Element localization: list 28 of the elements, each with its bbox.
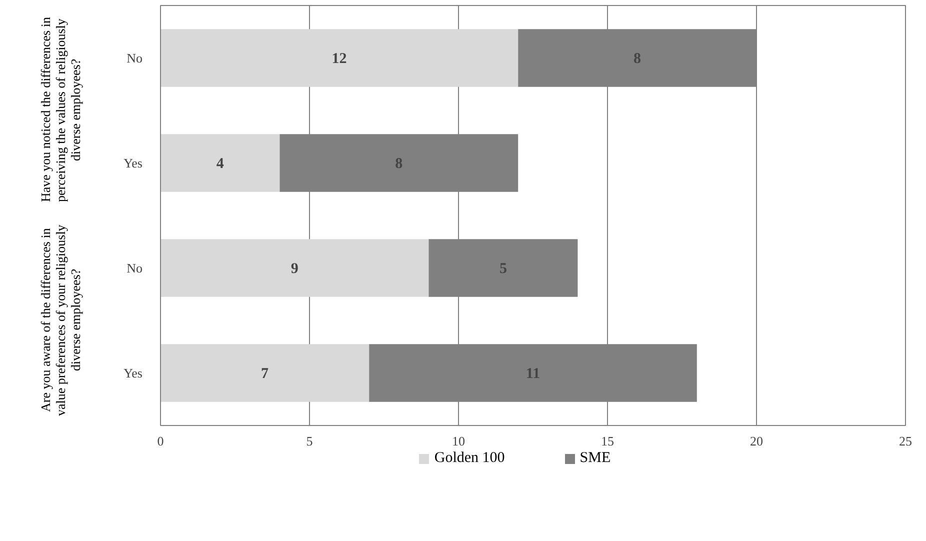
bar [160, 239, 429, 297]
y-tick-label: No [126, 50, 142, 66]
text: Have you noticed the differences in perceiving the values of religiously diverse employees? [38, 16, 82, 204]
x-tick-label: 5 [306, 434, 313, 448]
data-label: 11 [526, 366, 540, 382]
bar [160, 344, 370, 402]
legend-label: Golden 100 [434, 449, 505, 468]
x-tick-label: 15 [601, 434, 614, 448]
x-tick-label: 10 [452, 434, 465, 448]
bar [369, 344, 697, 402]
data-label: 9 [290, 261, 298, 277]
x-tick-label: 20 [750, 434, 763, 448]
data-label: 5 [499, 261, 507, 277]
y-tick-label: No [126, 260, 142, 276]
data-label: 4 [216, 156, 224, 172]
x-tick-label: 25 [899, 434, 912, 448]
y-tick-label: Yes [124, 366, 143, 380]
data-label: 7 [261, 366, 270, 382]
y-tick-label: Yes [124, 156, 143, 170]
data-label: 8 [634, 51, 642, 67]
bar [160, 134, 280, 192]
x-tick-label: 0 [157, 434, 164, 448]
bar [428, 239, 578, 297]
bar [160, 29, 518, 87]
data-label: 8 [395, 156, 403, 172]
data-label: 12 [332, 51, 347, 67]
legend-label: SME [580, 449, 611, 468]
text: Are you aware of the differences in value preferences of your religiously diverse employees? [38, 223, 82, 418]
